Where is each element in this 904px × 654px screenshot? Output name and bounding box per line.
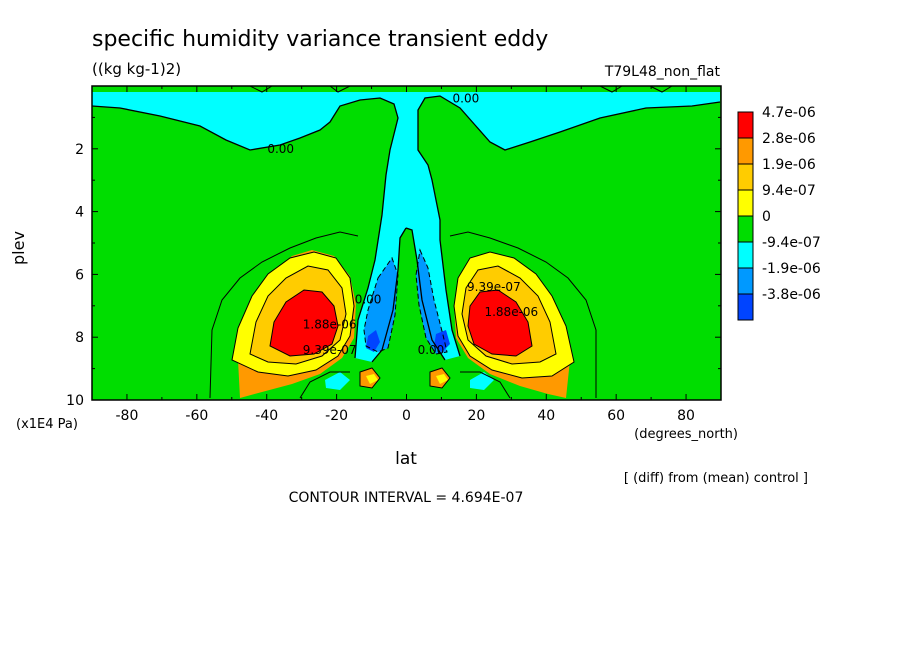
- chart-subtitle: ((kg kg-1)2): [92, 60, 181, 78]
- legend-label: 0: [762, 209, 771, 225]
- y-tick-label: 6: [75, 267, 84, 283]
- y-axis: 2 4 6 8 10: [66, 116, 721, 409]
- legend-swatch: [737, 215, 754, 243]
- diff-note: [ (diff) from (mean) control ]: [624, 471, 808, 486]
- y-tick-label: 10: [66, 393, 84, 409]
- surface-contours: [299, 367, 511, 399]
- legend-label: 2.8e-06: [762, 131, 816, 147]
- legend: 4.7e-06 2.8e-06 1.9e-06 9.4e-07 0 -9.4e-07 -1.…: [737, 105, 821, 321]
- contour-label: 1.88e-06: [303, 318, 357, 332]
- right-maximum-contours: [453, 251, 575, 379]
- cyan-negative-region: [92, 92, 720, 362]
- legend-label: -3.8e-06: [762, 287, 821, 303]
- surface-cyan-region: [325, 372, 494, 390]
- contour-label: 0.00: [453, 92, 480, 106]
- x-tick-label: 0: [402, 408, 411, 424]
- left-maximum-contours: [231, 251, 355, 377]
- zero-contour-center: [371, 227, 446, 363]
- x-tick-label: 40: [537, 408, 555, 424]
- contour-label: 0.00: [355, 293, 382, 307]
- dataset-label: T79L48_non_flat: [604, 64, 721, 80]
- contour-label: 9.39e-07: [303, 343, 357, 357]
- x-tick-label: -60: [185, 408, 208, 424]
- legend-swatch: [737, 137, 754, 165]
- surface-orange-region: [360, 368, 450, 388]
- contour-label: 1.88e-06: [484, 305, 538, 319]
- legend-label: 4.7e-06: [762, 105, 816, 121]
- blue-negative-region: [364, 250, 447, 354]
- legend-swatch: [737, 241, 754, 269]
- x-axis: -80 -60 -40 -20 0 20 40 60 80: [91, 86, 722, 424]
- zero-contour-right: [417, 95, 721, 357]
- x-tick-label: 60: [607, 408, 625, 424]
- x-tick-label: -80: [116, 408, 139, 424]
- outer-contour-right: [449, 231, 597, 398]
- legend-label: 9.4e-07: [762, 183, 816, 199]
- legend-swatch: [737, 293, 754, 321]
- legend-swatch: [737, 267, 754, 295]
- y-axis-label: plev: [9, 231, 28, 265]
- contour-labels: 0.00 0.00 0.00 0.00 9.39e-07 1.88e-06 1.88e-06…: [267, 86, 538, 357]
- legend-label: -1.9e-06: [762, 261, 821, 277]
- plot-area: 0.00 0.00 0.00 0.00 9.39e-07 1.88e-06 1.88e-06…: [92, 86, 721, 400]
- x-tick-label: 20: [467, 408, 485, 424]
- y-tick-label: 2: [75, 142, 84, 158]
- x-axis-units: (degrees_north): [634, 427, 738, 442]
- y-tick-label: 8: [75, 330, 84, 346]
- contour-lines: [92, 95, 721, 399]
- legend-swatch: [737, 189, 754, 217]
- y-tick-label: 4: [75, 205, 84, 221]
- legend-swatch: [737, 163, 754, 191]
- x-tick-label: 80: [677, 408, 695, 424]
- x-tick-label: -20: [325, 408, 348, 424]
- legend-label: 1.9e-06: [762, 157, 816, 173]
- red-left-region: [270, 290, 338, 356]
- legend-label: -9.4e-07: [762, 235, 821, 251]
- red-right-region: [468, 290, 532, 356]
- y-axis-units: (x1E4 Pa): [16, 417, 78, 432]
- contour-interval: CONTOUR INTERVAL = 4.694E-07: [289, 490, 524, 506]
- x-tick-label: -40: [255, 408, 278, 424]
- negative-contours: [363, 248, 448, 355]
- chart-title: specific humidity variance transient edd…: [92, 27, 548, 52]
- legend-swatch: [737, 111, 754, 139]
- contour-label: 9.39e-07: [467, 280, 521, 294]
- contour-label: 0.00: [267, 142, 294, 156]
- surface-yellow-region: [366, 374, 448, 384]
- x-axis-label: lat: [395, 449, 417, 469]
- outer-contour-left: [209, 231, 359, 399]
- contour-label: 0.00: [418, 343, 445, 357]
- zero-contour: [92, 97, 399, 359]
